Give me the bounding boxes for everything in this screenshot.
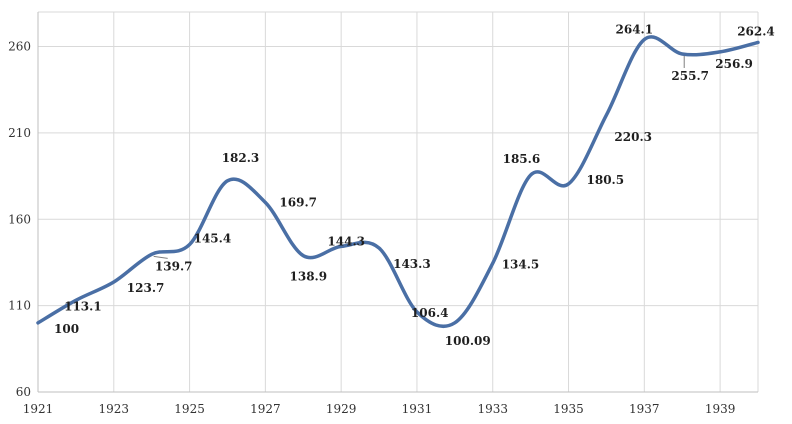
x-tick-label: 1929 — [326, 402, 357, 416]
series-line — [36, 35, 760, 328]
data-label: 169.7 — [279, 196, 317, 210]
y-tick-label: 210 — [8, 126, 31, 140]
y-tick-label: 160 — [8, 212, 31, 226]
gridlines — [37, 11, 759, 393]
data-label: 100.09 — [445, 334, 491, 348]
data-label: 144.3 — [327, 234, 365, 248]
data-label: 256.9 — [715, 57, 753, 71]
data-label: 262.4 — [737, 24, 775, 38]
data-label: 113.1 — [64, 299, 102, 313]
x-tick-label: 1921 — [23, 402, 54, 416]
data-label: 138.9 — [290, 270, 328, 284]
axes: 60 110 160 210 260 1921 1923 1925 1927 1929 1931 19… — [8, 12, 758, 416]
data-label: 182.3 — [222, 151, 260, 165]
x-tick-label: 1939 — [705, 402, 736, 416]
data-label: 145.4 — [194, 232, 232, 246]
data-label: 264.1 — [616, 23, 654, 37]
series-layer — [36, 35, 760, 328]
label-leader-line — [153, 255, 168, 259]
data-label: 180.5 — [587, 173, 625, 187]
data-label: 123.7 — [127, 281, 165, 295]
x-tick-label: 1931 — [402, 402, 433, 416]
data-label: 100 — [54, 322, 79, 336]
x-tick-label: 1937 — [629, 402, 660, 416]
y-tick-label: 260 — [8, 40, 31, 54]
data-label: 185.6 — [503, 152, 541, 166]
data-label: 139.7 — [155, 259, 193, 273]
x-tick-label: 1935 — [553, 402, 584, 416]
data-label: 106.4 — [411, 306, 449, 320]
y-tick-label: 110 — [8, 299, 31, 313]
x-tick-label: 1923 — [99, 402, 130, 416]
data-label: 134.5 — [502, 257, 540, 271]
data-label: 220.3 — [614, 130, 652, 144]
data-label: 255.7 — [671, 69, 709, 83]
x-tick-label: 1933 — [477, 402, 508, 416]
x-tick-label: 1927 — [250, 402, 281, 416]
y-tick-label: 60 — [16, 385, 31, 399]
data-label: 143.3 — [393, 257, 431, 271]
x-tick-label: 1925 — [174, 402, 205, 416]
